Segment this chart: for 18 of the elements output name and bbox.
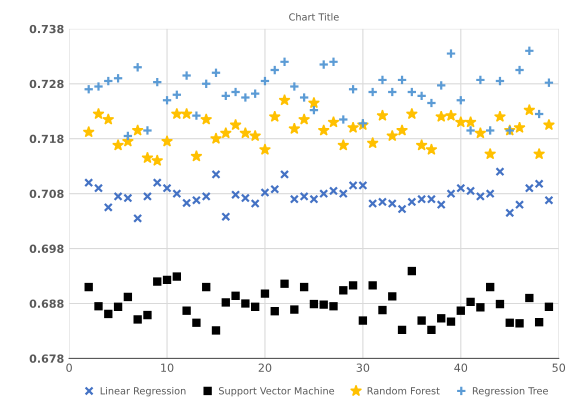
y-tick-label: 0.698	[30, 244, 64, 253]
x-tick-label: 50	[552, 363, 566, 372]
y-tick-label: 0.718	[30, 134, 64, 144]
legend-label: Random Forest	[368, 386, 440, 394]
x-tick-label: 40	[454, 363, 468, 372]
legend-label: Linear Regression	[100, 386, 186, 396]
legend-label: Support Vector Machine	[218, 386, 334, 396]
x-tick-label: 0	[66, 363, 72, 372]
x-tick-label: 30	[356, 363, 370, 372]
x-tick-label: 10	[161, 363, 174, 372]
y-tick-label: 0.728	[30, 80, 64, 88]
legend-label: Regression Tree	[472, 386, 548, 396]
x-tick-label: 20	[258, 363, 272, 372]
y-tick-label: 0.688	[30, 299, 64, 308]
y-tick-label: 0.738	[30, 24, 64, 34]
chart-title: Chart Title	[289, 13, 339, 21]
y-tick-label: 0.678	[30, 354, 64, 363]
y-tick-label: 0.708	[30, 190, 64, 198]
